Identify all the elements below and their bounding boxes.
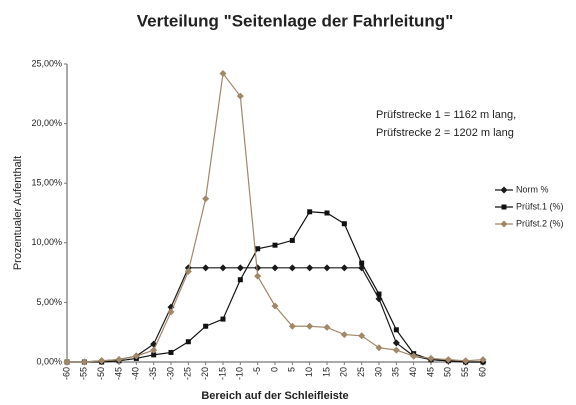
x-tick-label: -40 (131, 367, 141, 380)
legend-marker (500, 220, 508, 228)
x-tick-label: -25 (183, 367, 193, 380)
marker (167, 308, 175, 316)
x-tick-label: 10 (304, 367, 314, 377)
marker (184, 267, 192, 275)
marker (63, 358, 71, 366)
x-tick-label: 0 (269, 367, 279, 372)
marker (444, 356, 452, 364)
marker (219, 70, 227, 78)
marker (236, 92, 244, 100)
x-tick-label: 35 (391, 367, 401, 377)
x-tick-label: 60 (477, 367, 487, 377)
marker (271, 302, 279, 310)
marker (341, 221, 347, 227)
y-tick-label: 25,00% (31, 58, 62, 68)
annotation: Prüfstrecke 2 = 1202 m lang (376, 127, 514, 139)
marker (202, 264, 210, 272)
x-tick-label: -10 (235, 367, 245, 380)
marker (393, 327, 399, 333)
marker (272, 242, 278, 248)
marker (306, 322, 314, 330)
x-tick-label: 15 (321, 367, 331, 377)
marker (340, 264, 348, 272)
x-tick-label: 45 (425, 367, 435, 377)
legend-marker (501, 204, 507, 210)
marker (289, 237, 295, 243)
marker (220, 316, 226, 322)
x-tick-label: -30 (165, 367, 175, 380)
x-tick-label: 50 (443, 367, 453, 377)
marker (185, 339, 191, 345)
marker (358, 332, 366, 340)
marker (307, 209, 313, 215)
y-axis-title: Prozentualer Aufenthalt (12, 156, 24, 270)
annotation: Prüfstrecke 1 = 1162 m lang, (376, 109, 516, 121)
marker (254, 272, 262, 280)
x-tick-label: 30 (373, 367, 383, 377)
marker (427, 354, 435, 362)
marker (410, 352, 418, 360)
legend-marker (500, 186, 508, 194)
y-tick-label: 5,00% (36, 297, 62, 307)
x-tick-label: -15 (217, 367, 227, 380)
x-tick-label: 5 (287, 367, 297, 372)
marker (237, 277, 243, 283)
marker (288, 264, 296, 272)
marker (340, 331, 348, 339)
x-tick-label: -5 (252, 367, 262, 375)
marker (376, 291, 382, 297)
marker (219, 264, 227, 272)
marker (202, 195, 210, 203)
marker (115, 356, 123, 364)
x-tick-label: -60 (61, 367, 71, 380)
marker (479, 356, 487, 364)
marker (98, 357, 106, 365)
marker (150, 346, 158, 354)
marker (306, 264, 314, 272)
marker (236, 264, 244, 272)
x-tick-label: 25 (356, 367, 366, 377)
marker (288, 322, 296, 330)
x-tick-label: -20 (200, 367, 210, 380)
y-tick-label: 10,00% (31, 237, 62, 247)
marker (462, 357, 470, 365)
x-tick-label: 55 (460, 367, 470, 377)
marker (255, 246, 261, 252)
marker (324, 210, 330, 216)
marker (151, 352, 157, 358)
legend-label: Norm % (516, 184, 549, 194)
marker (323, 323, 331, 331)
marker (375, 344, 383, 352)
y-tick-label: 15,00% (31, 178, 62, 188)
y-tick-label: 0,00% (36, 356, 62, 366)
x-tick-label: -50 (96, 367, 106, 380)
marker (392, 339, 400, 347)
marker (203, 323, 209, 329)
marker (254, 264, 262, 272)
marker (359, 260, 365, 266)
marker (323, 264, 331, 272)
marker (80, 358, 88, 366)
chart-title: Verteilung "Seitenlage der Fahrleitung" (137, 11, 454, 30)
x-axis-title: Bereich auf der Schleifleiste (201, 390, 348, 402)
x-tick-label: -55 (79, 367, 89, 380)
legend-label: Prüfst.2 (%) (516, 218, 564, 228)
x-tick-label: -45 (113, 367, 123, 380)
marker (132, 352, 140, 360)
marker (271, 264, 279, 272)
x-tick-label: 40 (408, 367, 418, 377)
marker (168, 349, 174, 355)
y-tick-label: 20,00% (31, 118, 62, 128)
x-tick-label: -35 (148, 367, 158, 380)
legend-label: Prüfst.1 (%) (516, 201, 564, 211)
x-tick-label: 20 (339, 367, 349, 377)
marker (392, 346, 400, 354)
